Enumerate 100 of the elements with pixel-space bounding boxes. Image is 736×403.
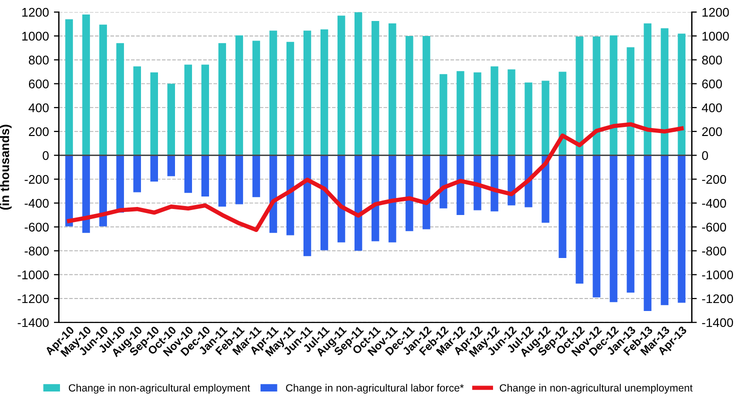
y2-tick-label: 1200 bbox=[702, 8, 729, 17]
y2-tick-label: 600 bbox=[702, 80, 722, 88]
y2-tick-label: -600 bbox=[702, 222, 726, 232]
bar bbox=[660, 28, 668, 156]
legend-label: Change in non-agricultural labor force* bbox=[286, 384, 464, 394]
y2-tick-label: -400 bbox=[702, 198, 726, 208]
bar bbox=[150, 72, 158, 156]
y-tick-label: 400 bbox=[28, 103, 49, 112]
bar bbox=[388, 155, 396, 242]
bar bbox=[269, 30, 278, 156]
bar bbox=[116, 155, 124, 213]
bar bbox=[218, 155, 226, 207]
y2-tick-label: 400 bbox=[702, 103, 722, 112]
y-tick-label: -1400 bbox=[18, 318, 49, 328]
bar bbox=[338, 155, 346, 242]
bar bbox=[167, 84, 176, 156]
y-tick-label: -200 bbox=[24, 174, 49, 184]
bar bbox=[440, 74, 448, 156]
bar bbox=[65, 155, 73, 226]
y-tick-label: -800 bbox=[24, 246, 49, 256]
bar bbox=[82, 14, 90, 156]
bar bbox=[610, 155, 618, 302]
bar bbox=[474, 72, 482, 156]
bar bbox=[372, 155, 380, 242]
bar bbox=[508, 69, 516, 156]
bar bbox=[338, 16, 346, 156]
bar bbox=[303, 30, 312, 156]
bar bbox=[644, 155, 652, 312]
y-axis-title: (in thousands) bbox=[0, 124, 12, 210]
bar bbox=[576, 155, 584, 284]
y2-tick-label: 800 bbox=[702, 56, 722, 64]
y-tick-label: 600 bbox=[28, 80, 49, 88]
bar bbox=[354, 155, 362, 251]
bar bbox=[167, 155, 176, 176]
bar bbox=[422, 155, 430, 230]
bar bbox=[286, 155, 294, 236]
bar bbox=[678, 34, 686, 156]
y-tick-label: 1200 bbox=[22, 8, 49, 17]
y-tick-label: -1000 bbox=[18, 270, 49, 280]
y2-tick-label: -1200 bbox=[702, 294, 734, 304]
bar bbox=[558, 155, 566, 258]
bar bbox=[65, 19, 73, 156]
y2-tick-label: 0 bbox=[702, 151, 708, 160]
bar bbox=[184, 155, 192, 193]
bar bbox=[592, 155, 600, 298]
bar bbox=[678, 155, 686, 303]
bar bbox=[524, 82, 532, 156]
bar bbox=[150, 155, 158, 182]
y-tick-label: -400 bbox=[24, 198, 49, 208]
line-series bbox=[67, 122, 684, 232]
bar bbox=[99, 155, 107, 226]
bar bbox=[133, 66, 141, 156]
bar bbox=[218, 43, 226, 156]
y2-tick-label: 200 bbox=[702, 127, 722, 136]
y2-tick-label: -1000 bbox=[702, 270, 734, 280]
bar bbox=[82, 155, 90, 233]
bar bbox=[474, 155, 482, 210]
y-tick-label: -1200 bbox=[18, 294, 49, 304]
bar bbox=[320, 29, 328, 156]
bar bbox=[576, 36, 584, 156]
bar bbox=[406, 155, 414, 232]
bar bbox=[456, 155, 464, 215]
bar bbox=[644, 23, 652, 156]
bar bbox=[99, 24, 107, 156]
bar bbox=[508, 155, 516, 206]
bar bbox=[388, 23, 396, 156]
y-tick-label: 0 bbox=[42, 151, 49, 160]
bar bbox=[660, 155, 668, 306]
y-tick-label: -600 bbox=[24, 222, 49, 232]
bar bbox=[286, 42, 294, 156]
bar bbox=[490, 66, 498, 156]
bar bbox=[133, 155, 141, 192]
bar bbox=[252, 155, 260, 198]
legend-label: Change in non-agricultural employment bbox=[68, 384, 250, 394]
bar bbox=[592, 36, 600, 156]
y2-tick-label: -800 bbox=[702, 246, 726, 256]
bar bbox=[542, 80, 550, 156]
bar bbox=[235, 35, 244, 156]
y-tick-label: 800 bbox=[28, 56, 49, 64]
bar bbox=[626, 47, 634, 156]
y2-tick-label: -1400 bbox=[702, 318, 734, 328]
legend-label: Change in non-agricultural unemployment bbox=[500, 384, 693, 394]
bar bbox=[406, 36, 414, 156]
bar bbox=[558, 72, 566, 156]
bar bbox=[626, 155, 634, 293]
bar bbox=[354, 12, 362, 156]
bar bbox=[252, 40, 260, 156]
y-tick-label: 200 bbox=[28, 127, 49, 136]
bar bbox=[490, 155, 498, 212]
bar bbox=[201, 155, 210, 196]
y2-tick-label: -200 bbox=[702, 174, 726, 184]
bar bbox=[422, 36, 430, 156]
y2-tick-label: 1000 bbox=[702, 32, 729, 41]
bar bbox=[201, 64, 210, 156]
bar bbox=[456, 71, 464, 156]
y-tick-label: 1000 bbox=[22, 32, 49, 41]
bar bbox=[372, 21, 380, 156]
bar bbox=[303, 155, 312, 256]
bar bbox=[610, 35, 618, 156]
bar bbox=[116, 43, 124, 156]
